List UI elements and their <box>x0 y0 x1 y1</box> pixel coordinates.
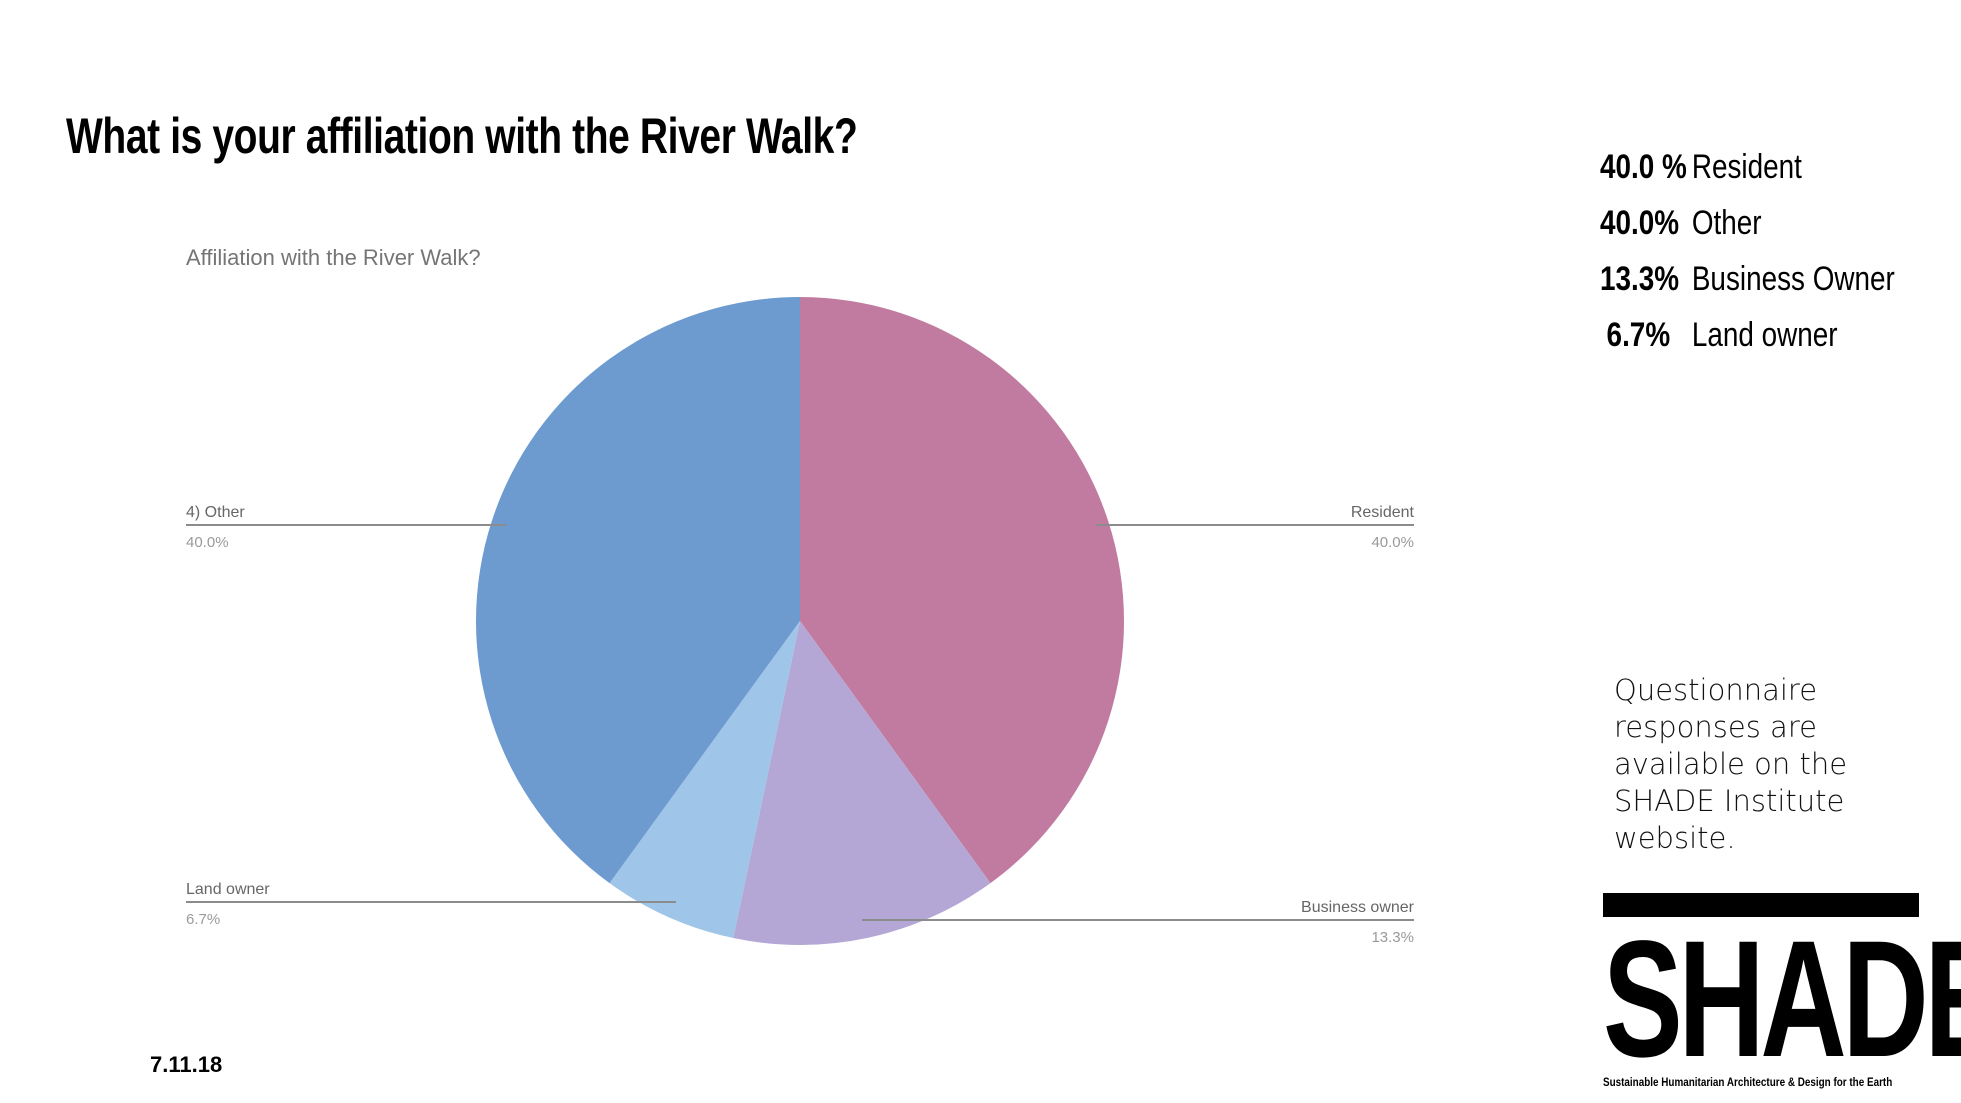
legend-label: Business Owner <box>1691 260 1895 298</box>
legend-row: 13.3% Business Owner <box>1600 260 1895 316</box>
legend-percent: 40.0% <box>1600 204 1680 242</box>
logo-bar <box>1603 893 1919 917</box>
chart-title: Affiliation with the River Walk? <box>186 245 481 270</box>
legend-label: Resident <box>1691 148 1802 186</box>
pie-slice-business-owner <box>733 621 991 945</box>
legend-label: Other <box>1691 204 1762 242</box>
slice-value-label: 40.0% <box>186 534 229 551</box>
legend-row: 40.0% Other <box>1600 204 1895 260</box>
slice-label: Resident <box>1351 504 1415 521</box>
legend-percent: 6.7% <box>1606 316 1671 354</box>
slice-label: Land owner <box>186 881 270 898</box>
slice-value-label: 6.7% <box>186 911 220 928</box>
logo-tagline: Sustainable Humanitarian Architecture & … <box>1603 1077 1893 1089</box>
legend-row: 40.0 % Resident <box>1600 148 1895 204</box>
logo-wordmark: SHADE <box>1603 907 1961 1092</box>
pie-callouts: Resident 40.0% Business owner 13.3% Land own… <box>186 504 1415 946</box>
shade-logo: SHADE Sustainable Humanitarian Architect… <box>1603 893 1961 1092</box>
slice-value-label: 40.0% <box>1371 534 1414 551</box>
pie-slice-land-owner <box>609 621 800 939</box>
pie-slice-resident <box>800 297 1124 884</box>
legend-row: 6.7% Land owner <box>1600 316 1895 372</box>
slide-title: What is your affiliation with the River … <box>66 108 858 164</box>
percentage-legend: 40.0 % Resident 40.0% Other 13.3% Busine… <box>1600 148 1895 372</box>
legend-percent: 40.0 % <box>1600 148 1687 186</box>
pie-slices <box>476 297 1124 945</box>
questionnaire-note: Questionnaire responses are available on… <box>1614 673 1848 855</box>
legend-label: Land owner <box>1691 316 1838 354</box>
slice-label: 4) Other <box>186 504 245 521</box>
slice-value-label: 13.3% <box>1371 929 1414 946</box>
legend-percent: 13.3% <box>1600 260 1680 298</box>
slice-label: Business owner <box>1301 899 1415 916</box>
slide-date: 7.11.18 <box>150 1052 223 1077</box>
pie-slice-4-other <box>476 297 800 884</box>
